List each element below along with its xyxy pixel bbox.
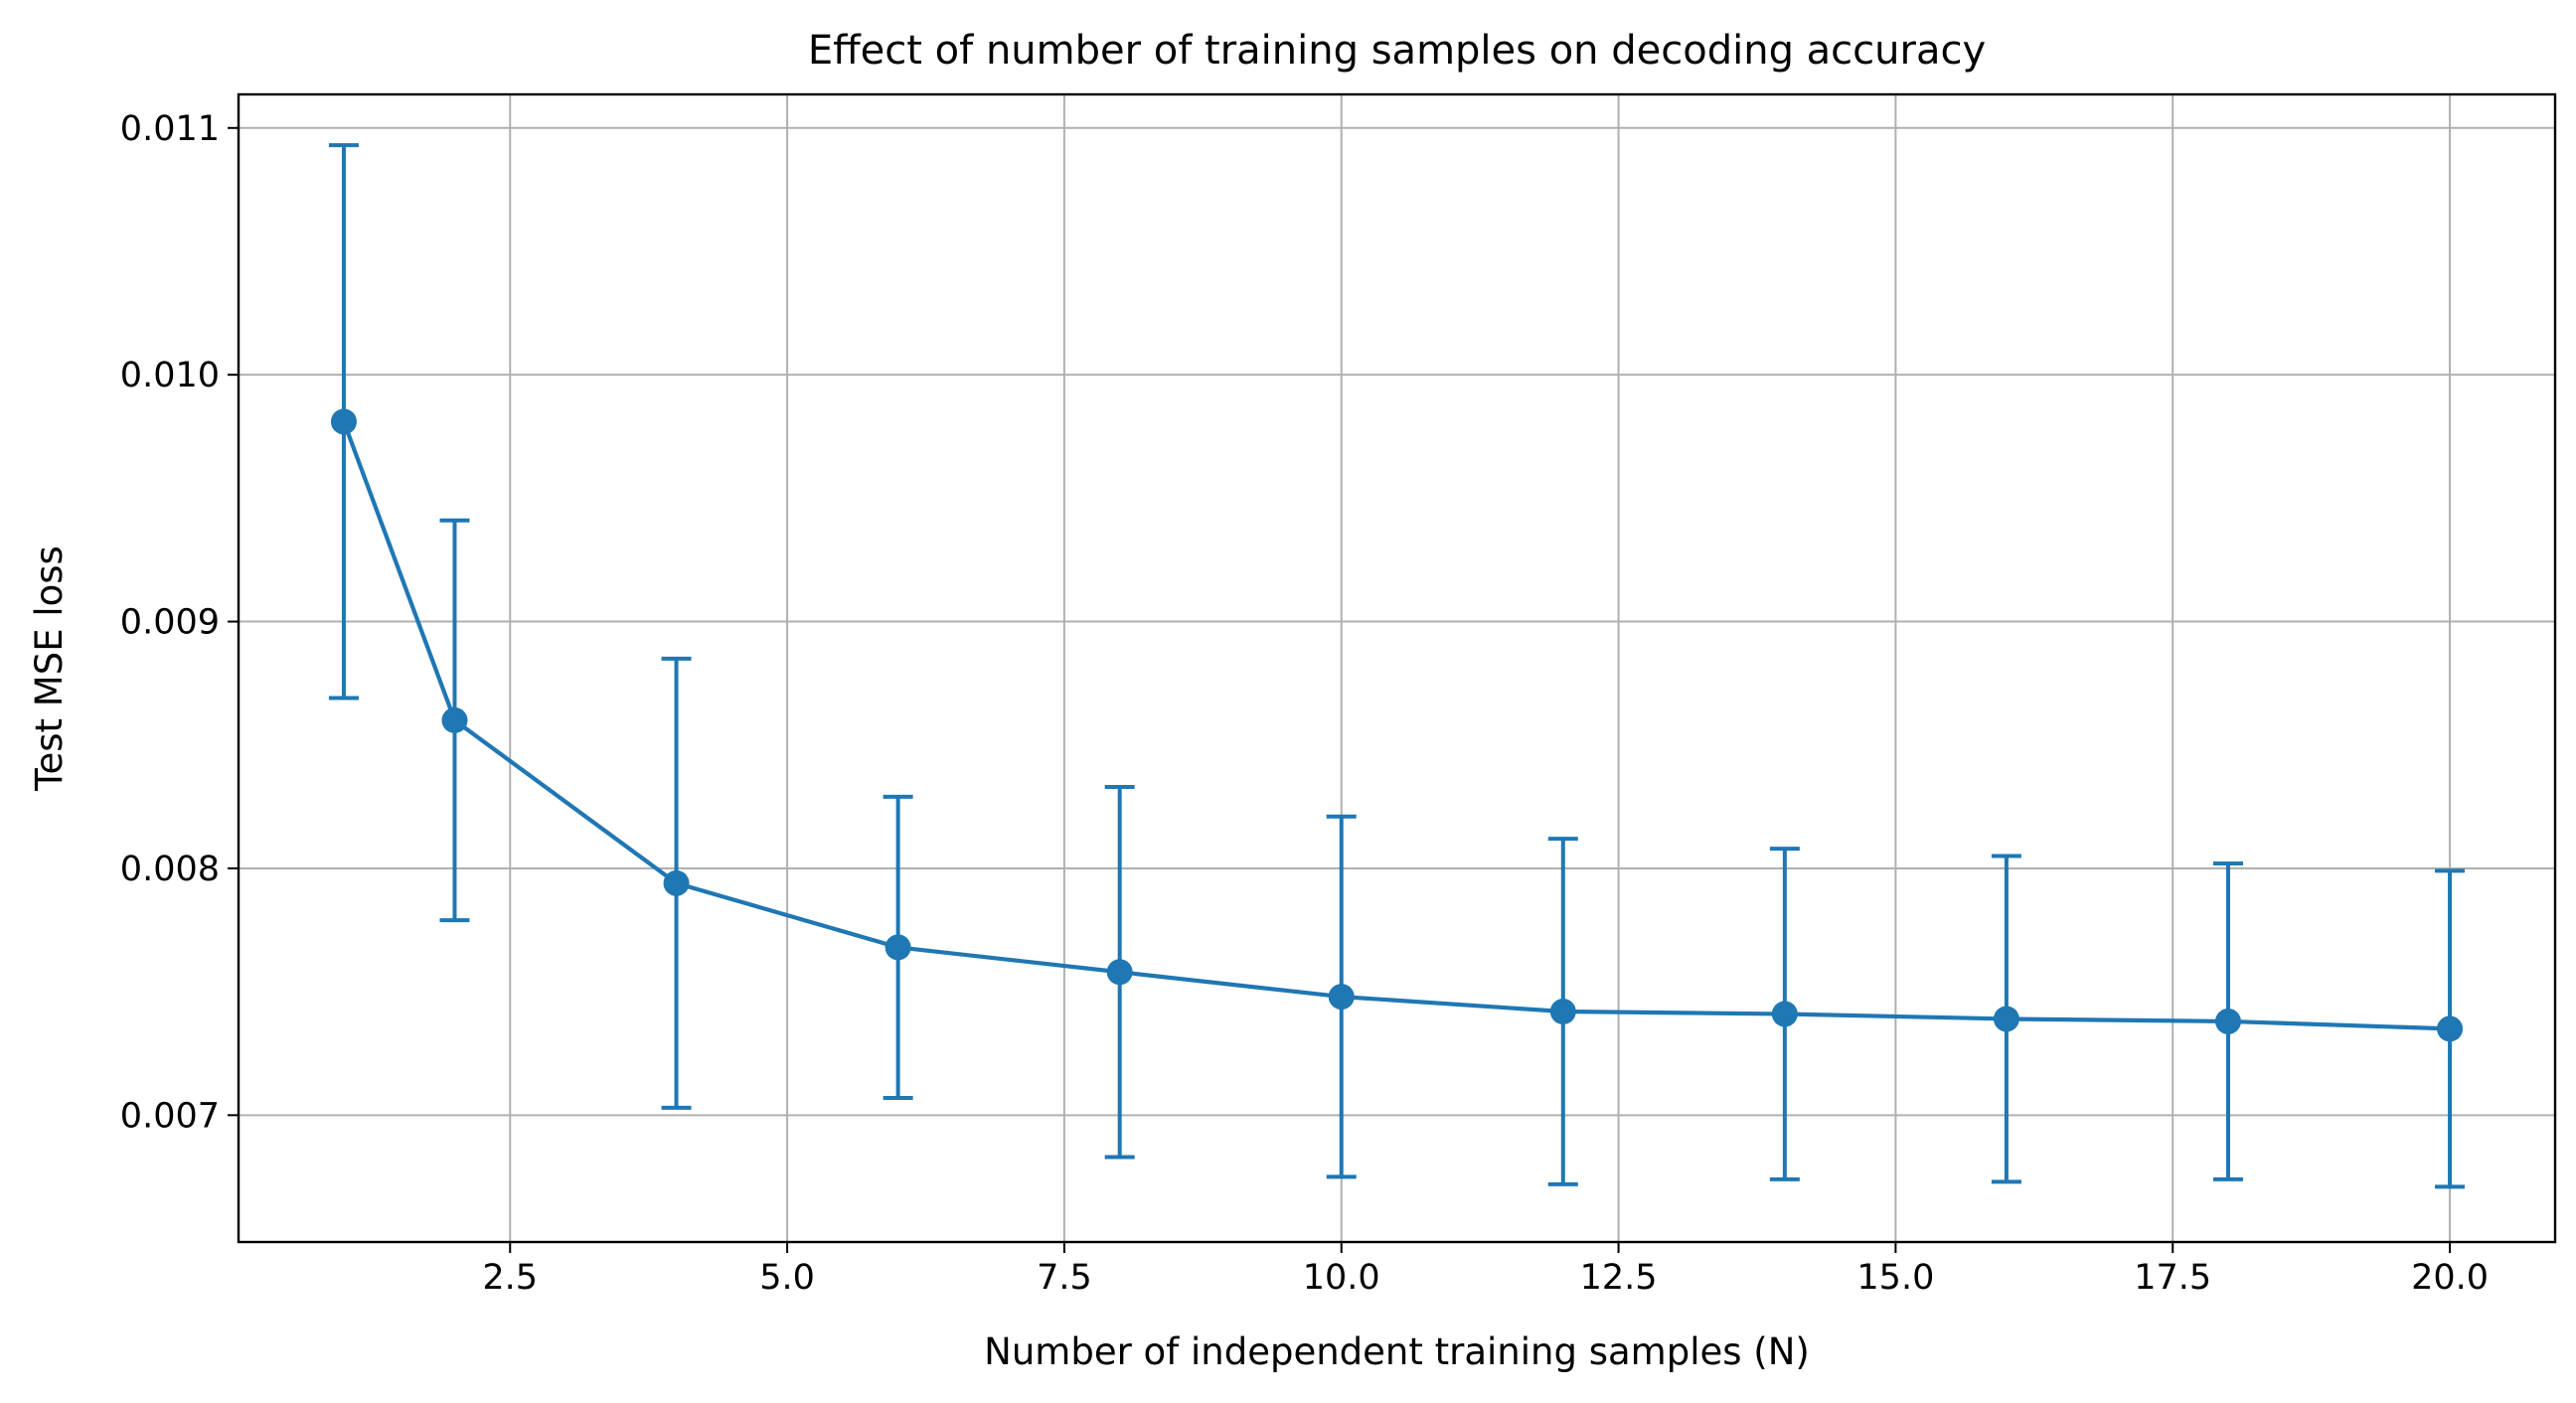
x-tick-label: 15.0 xyxy=(1856,1258,1934,1298)
data-point xyxy=(663,869,690,896)
chart-title: Effect of number of training samples on … xyxy=(808,28,1986,74)
data-point xyxy=(441,706,468,733)
y-tick-label: 0.010 xyxy=(120,356,220,395)
x-tick-label: 17.5 xyxy=(2134,1258,2211,1298)
y-tick-label: 0.007 xyxy=(120,1096,220,1136)
plot-data xyxy=(328,143,2466,1189)
data-point xyxy=(2437,1015,2464,1042)
x-tick-label: 2.5 xyxy=(482,1258,538,1298)
data-point xyxy=(1549,999,1576,1025)
x-tick-label: 5.0 xyxy=(759,1258,815,1298)
data-point xyxy=(885,934,911,961)
x-tick-label: 10.0 xyxy=(1303,1258,1380,1298)
ticks: 2.5 5.0 7.5 10.0 12.5 15.0 17.5 20.0 0.007 0.008 0… xyxy=(120,109,2489,1298)
x-tick-label: 20.0 xyxy=(2411,1258,2489,1298)
x-axis-label: Number of independent training samples (… xyxy=(984,1330,1810,1373)
x-tick-label: 12.5 xyxy=(1580,1258,1658,1298)
data-point xyxy=(1106,959,1133,986)
data-point xyxy=(1771,1001,1798,1027)
data-point xyxy=(1328,984,1355,1011)
x-tick-label: 7.5 xyxy=(1037,1258,1092,1298)
y-tick-label: 0.011 xyxy=(120,109,220,149)
grid xyxy=(239,94,2555,1242)
y-tick-label: 0.009 xyxy=(120,603,220,643)
y-tick-label: 0.008 xyxy=(120,850,220,889)
data-point xyxy=(1993,1006,2019,1032)
data-point xyxy=(2214,1008,2241,1034)
y-axis-label: Test MSE loss xyxy=(28,546,71,792)
axes-frame xyxy=(237,92,2557,1244)
data-point xyxy=(330,408,357,435)
